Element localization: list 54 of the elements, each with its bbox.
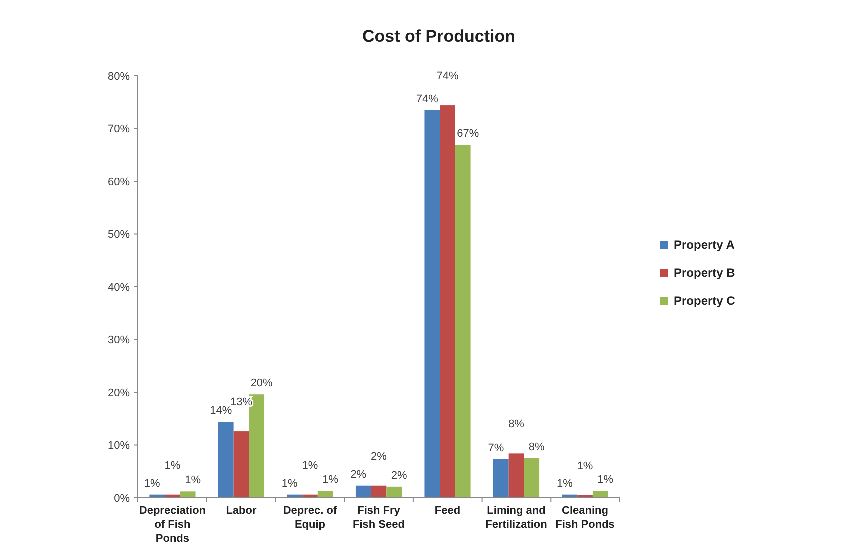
bar — [318, 491, 334, 498]
bar — [493, 459, 509, 498]
bar — [440, 106, 456, 498]
y-tick-label: 70% — [108, 124, 130, 136]
bar — [386, 486, 402, 498]
data-label: 74% — [416, 93, 439, 106]
data-label: 1% — [282, 478, 298, 490]
data-label: 1% — [185, 474, 202, 487]
bar — [592, 491, 608, 498]
data-label: 1% — [322, 474, 339, 486]
bar — [424, 110, 440, 498]
chart-title: Cost of Production — [362, 27, 516, 46]
data-label: 20% — [250, 378, 274, 390]
bar — [180, 492, 196, 498]
y-tick-label: 60% — [108, 176, 130, 188]
bar — [524, 458, 540, 498]
data-label: 1% — [144, 478, 161, 490]
data-label: 1% — [302, 460, 318, 472]
data-label: 8% — [528, 441, 546, 454]
data-label: 67% — [457, 128, 480, 140]
bar — [371, 486, 387, 498]
x-tick-label: Liming and Fertilization — [486, 505, 548, 531]
y-tick-label: 50% — [108, 229, 130, 242]
y-tick-label: 20% — [108, 387, 130, 400]
data-label: 1% — [598, 474, 614, 486]
bar — [455, 145, 471, 498]
bar — [234, 432, 250, 498]
legend-label: Property A — [674, 238, 736, 252]
y-tick-label: 10% — [108, 440, 130, 452]
data-label: 7% — [488, 442, 504, 454]
bar — [218, 422, 234, 498]
data-label: 1% — [164, 460, 181, 472]
data-label: 2% — [350, 468, 367, 481]
x-tick-label: Cleaning Fish Ponds — [556, 505, 615, 531]
bar — [356, 486, 372, 498]
data-label: 1% — [577, 460, 594, 472]
x-tick-label: Fish Fry Fish Seed — [353, 505, 405, 531]
data-label: 2% — [391, 470, 408, 482]
data-label: 14% — [210, 405, 232, 418]
data-label: 8% — [508, 418, 525, 431]
y-tick-label: 80% — [108, 70, 130, 83]
bar — [508, 454, 524, 498]
x-tick-label: Feed — [434, 505, 461, 517]
data-label: 2% — [371, 450, 388, 463]
x-tick-label: Deprec. of Equip — [283, 505, 338, 531]
y-tick-label: 40% — [108, 282, 130, 294]
legend-label: Property C — [674, 294, 736, 308]
legend-label: Property B — [674, 266, 736, 280]
x-tick-label: Depreciation of Fish Ponds — [139, 505, 206, 545]
data-label: 74% — [436, 70, 459, 83]
y-tick-label: 30% — [108, 334, 130, 347]
y-tick-label: 0% — [114, 492, 130, 505]
x-tick-label: Labor — [226, 505, 258, 517]
data-label: 1% — [556, 478, 574, 490]
